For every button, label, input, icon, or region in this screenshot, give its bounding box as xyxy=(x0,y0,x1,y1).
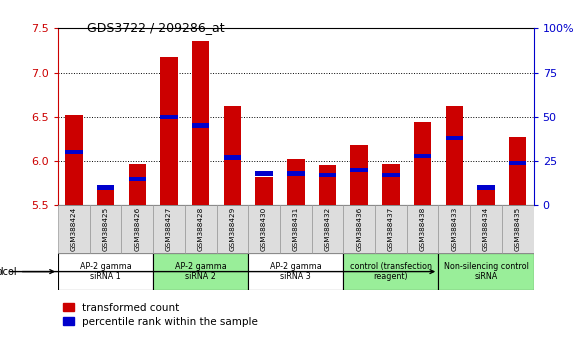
Bar xyxy=(509,161,527,165)
Text: GSM388427: GSM388427 xyxy=(166,207,172,251)
Bar xyxy=(255,171,273,176)
Bar xyxy=(129,177,146,181)
Text: GSM388436: GSM388436 xyxy=(356,207,362,251)
Bar xyxy=(153,253,248,290)
Bar xyxy=(343,205,375,253)
Bar xyxy=(375,205,407,253)
Bar xyxy=(121,205,153,253)
Bar xyxy=(153,205,185,253)
Bar xyxy=(477,185,495,190)
Bar xyxy=(414,154,432,158)
Bar xyxy=(58,253,153,290)
Bar xyxy=(382,173,400,177)
Bar xyxy=(319,166,336,205)
Bar xyxy=(350,168,368,172)
Text: GDS3722 / 209286_at: GDS3722 / 209286_at xyxy=(87,21,224,34)
Bar xyxy=(445,106,463,205)
Bar xyxy=(97,186,114,205)
Bar xyxy=(477,185,495,205)
Bar xyxy=(224,155,241,160)
Bar xyxy=(407,205,438,253)
Bar xyxy=(192,41,209,205)
Bar xyxy=(414,122,432,205)
Bar xyxy=(65,150,82,154)
Text: Non-silencing control
siRNA: Non-silencing control siRNA xyxy=(444,262,528,281)
Text: control (transfection
reagent): control (transfection reagent) xyxy=(350,262,432,281)
Text: GSM388433: GSM388433 xyxy=(451,207,458,251)
Bar xyxy=(58,205,90,253)
Text: protocol: protocol xyxy=(0,267,434,276)
Text: GSM388426: GSM388426 xyxy=(134,207,140,251)
Text: GSM388431: GSM388431 xyxy=(293,207,299,251)
Text: GSM388424: GSM388424 xyxy=(71,207,77,251)
Bar xyxy=(160,115,177,119)
Bar xyxy=(192,124,209,128)
Text: GSM388425: GSM388425 xyxy=(103,207,108,251)
Bar xyxy=(287,171,305,176)
Text: GSM388430: GSM388430 xyxy=(261,207,267,251)
Bar xyxy=(311,205,343,253)
Text: GSM388437: GSM388437 xyxy=(388,207,394,251)
Text: GSM388438: GSM388438 xyxy=(419,207,426,251)
Bar xyxy=(224,106,241,205)
Bar xyxy=(343,253,438,290)
Text: AP-2 gamma
siRNA 1: AP-2 gamma siRNA 1 xyxy=(79,262,132,281)
Bar xyxy=(248,253,343,290)
Text: AP-2 gamma
siRNA 2: AP-2 gamma siRNA 2 xyxy=(175,262,227,281)
Text: protocol: protocol xyxy=(0,267,54,276)
Text: GSM388434: GSM388434 xyxy=(483,207,489,251)
Bar xyxy=(280,205,311,253)
Bar xyxy=(216,205,248,253)
Bar xyxy=(129,164,146,205)
Bar xyxy=(470,205,502,253)
Text: AP-2 gamma
siRNA 3: AP-2 gamma siRNA 3 xyxy=(270,262,322,281)
Bar xyxy=(350,145,368,205)
Bar xyxy=(287,159,305,205)
Bar xyxy=(185,205,216,253)
Bar xyxy=(438,205,470,253)
Legend: transformed count, percentile rank within the sample: transformed count, percentile rank withi… xyxy=(63,303,258,327)
Bar xyxy=(438,253,534,290)
Text: GSM388432: GSM388432 xyxy=(324,207,331,251)
Bar xyxy=(65,115,82,205)
Bar xyxy=(319,173,336,177)
Bar xyxy=(382,164,400,205)
Bar xyxy=(255,177,273,205)
Bar xyxy=(97,185,114,190)
Text: GSM388428: GSM388428 xyxy=(198,207,204,251)
Bar xyxy=(90,205,121,253)
Text: GSM388435: GSM388435 xyxy=(514,207,521,251)
Bar xyxy=(160,57,177,205)
Bar xyxy=(502,205,534,253)
Bar xyxy=(445,136,463,140)
Bar xyxy=(248,205,280,253)
Text: GSM388429: GSM388429 xyxy=(229,207,235,251)
Bar xyxy=(509,137,527,205)
